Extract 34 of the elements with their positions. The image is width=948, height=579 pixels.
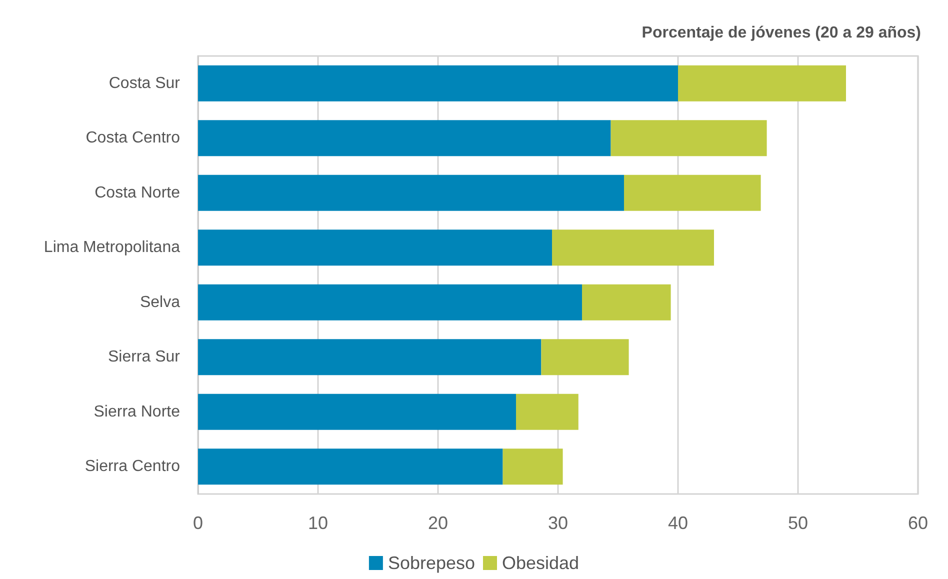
bar (198, 120, 611, 156)
y-tick-label: Sierra Centro (84, 458, 180, 476)
bar (198, 394, 516, 430)
chart-title: Porcentaje de jóvenes (20 a 29 años) (642, 24, 921, 42)
bar (198, 284, 582, 320)
legend-label: Obesidad (502, 553, 580, 573)
bar (502, 448, 563, 485)
bar (198, 230, 552, 266)
bar (198, 65, 678, 102)
y-tick-label: Costa Centro (86, 130, 180, 147)
x-tick-label: 30 (548, 513, 568, 533)
x-tick-label: 60 (908, 513, 928, 533)
bar (198, 448, 503, 485)
y-tick-label: Sierra Norte (94, 403, 180, 420)
bar (552, 230, 714, 266)
x-tick-label: 10 (308, 513, 328, 533)
x-tick-label: 40 (668, 513, 688, 533)
bar (678, 65, 846, 102)
y-tick-label: Lima Metropolitana (44, 239, 180, 256)
bar (610, 120, 767, 156)
y-tick-label: Selva (140, 294, 180, 311)
bar (582, 284, 671, 320)
bar (541, 339, 629, 376)
bar (198, 174, 624, 211)
bar (624, 174, 761, 211)
x-tick-label: 0 (192, 513, 204, 533)
y-tick-label: Costa Norte (94, 184, 180, 202)
bar (516, 394, 578, 430)
y-tick-label: Sierra Sur (108, 348, 181, 366)
x-tick-label: 50 (788, 513, 808, 533)
bar (198, 339, 542, 376)
x-tick-label: 20 (428, 513, 448, 533)
legend-label: Sobrepeso (388, 553, 476, 573)
y-tick-label: Costa Sur (108, 74, 181, 92)
